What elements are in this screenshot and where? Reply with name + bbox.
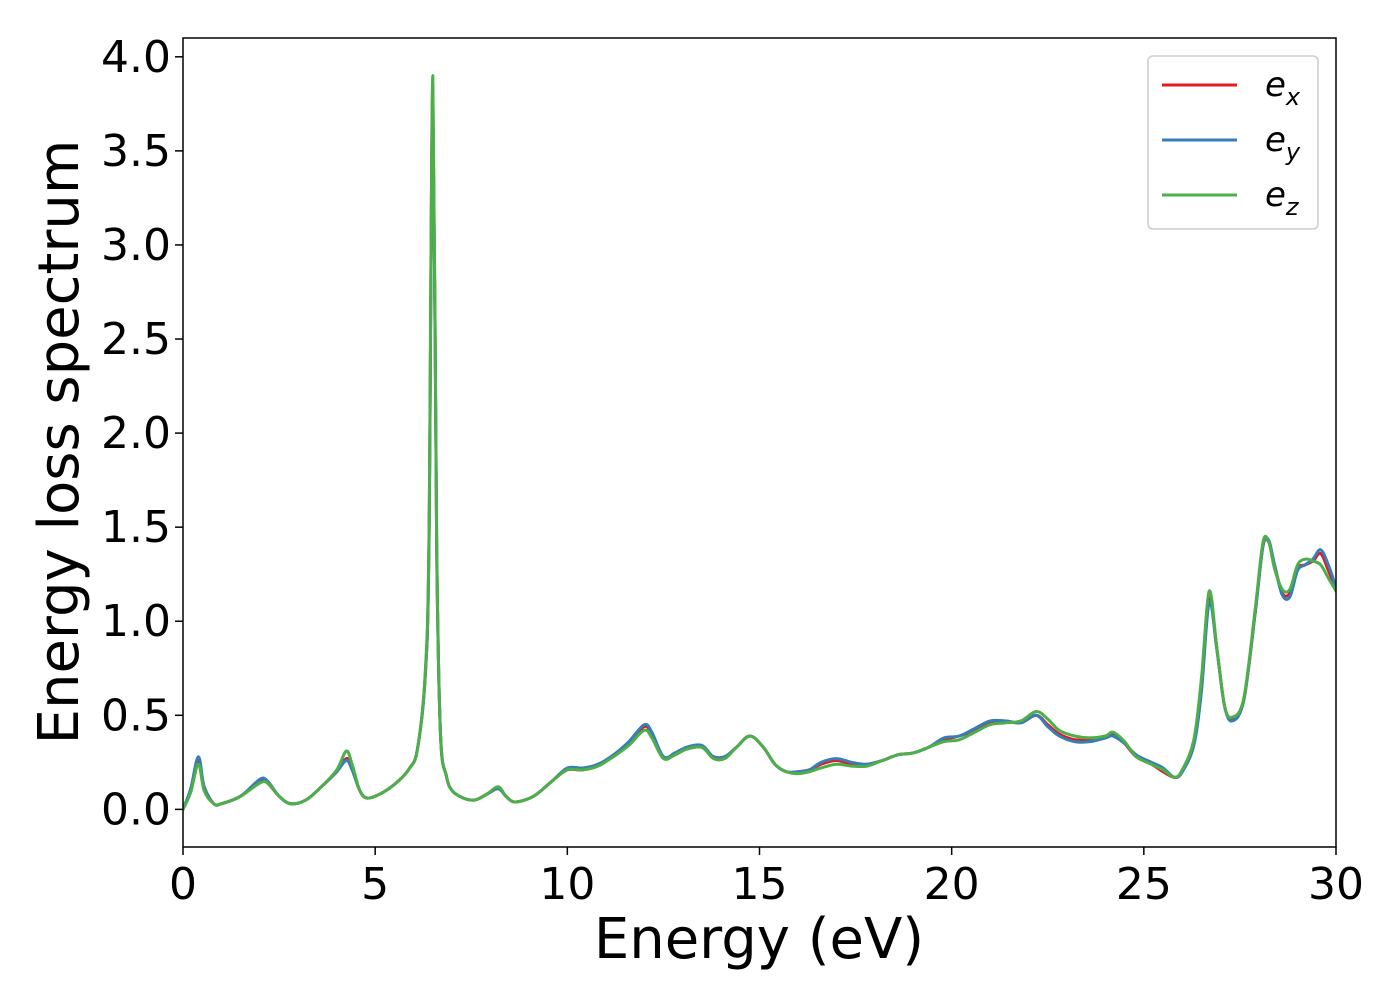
y-tick-label: 1.5	[101, 502, 171, 553]
x-tick-label: 0	[169, 859, 197, 910]
legend-label-x: ex	[1265, 65, 1301, 111]
x-tick-label: 25	[1116, 859, 1172, 910]
y-tick-label: 1.0	[101, 596, 171, 647]
y-tick-label: 3.0	[101, 220, 171, 271]
y-tick-label: 2.5	[101, 314, 171, 365]
legend-label-z: ez	[1265, 175, 1300, 221]
x-tick-label: 15	[732, 859, 788, 910]
series-layer	[183, 74, 1336, 811]
x-tick-label: 5	[361, 859, 389, 910]
y-tick-label: 0.0	[101, 784, 171, 835]
y-tick-label: 2.0	[101, 408, 171, 459]
series-line-z	[183, 74, 1336, 811]
legend-label-base: e	[1265, 175, 1286, 215]
x-tick-label: 10	[539, 859, 595, 910]
y-axis-label: Energy loss spectrum	[27, 140, 92, 745]
legend-label-subscript: y	[1285, 138, 1301, 166]
y-axis: 0.0 0.5 1.0 1.5 2.0 2.5 3.0 3.5 4.0	[101, 32, 183, 835]
legend-label-subscript: z	[1285, 193, 1300, 221]
y-tick-label: 4.0	[101, 32, 171, 83]
y-tick-label: 3.5	[101, 126, 171, 177]
legend-label-base: e	[1265, 120, 1286, 160]
x-tick-label: 20	[924, 859, 980, 910]
legend-label-subscript: x	[1285, 83, 1301, 111]
x-axis: 0 5 10 15 20 25 30	[169, 847, 1364, 910]
legend-box	[1147, 55, 1319, 230]
legend-label-base: e	[1265, 65, 1286, 105]
y-tick-label: 0.5	[101, 690, 171, 741]
legend-label-y: ey	[1265, 120, 1301, 166]
x-tick-label: 30	[1308, 859, 1364, 910]
x-axis-label: Energy (eV)	[594, 907, 924, 972]
